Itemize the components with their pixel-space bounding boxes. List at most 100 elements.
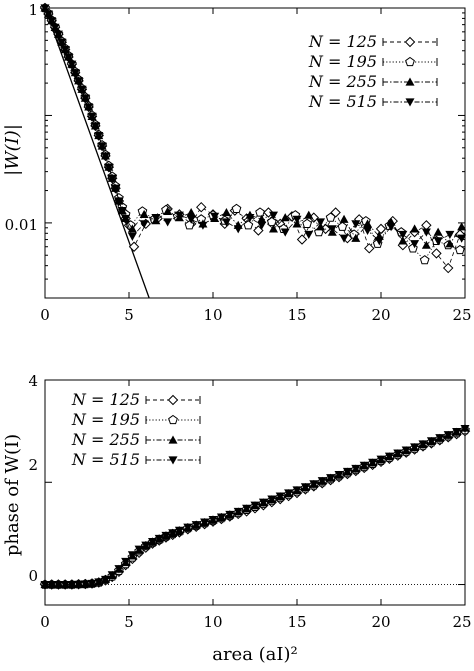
bottom-legend-label-3: N = 515 bbox=[71, 450, 140, 469]
bottom-point-3-0 bbox=[40, 580, 50, 590]
bottom-point-3-1 bbox=[47, 580, 57, 590]
bottom-point-3-36 bbox=[309, 480, 319, 489]
top-point-3-53 bbox=[457, 234, 467, 243]
top-point-3-30 bbox=[186, 215, 196, 224]
bottom-point-3-14 bbox=[134, 545, 144, 554]
bottom-xtick-1: 5 bbox=[124, 613, 134, 631]
top-point-2-43 bbox=[339, 214, 349, 223]
bottom-point-3-23 bbox=[200, 518, 210, 527]
top-point-2-28 bbox=[163, 206, 173, 215]
bottom-xtick-5: 25 bbox=[452, 613, 471, 631]
bottom-point-3-6 bbox=[80, 580, 90, 589]
top-legend-marker-3 bbox=[405, 98, 415, 107]
top-point-2-30 bbox=[186, 207, 196, 217]
bottom-point-3-22 bbox=[191, 521, 201, 530]
bottom-point-3-46 bbox=[393, 449, 403, 458]
panel-top-frame bbox=[44, 7, 466, 299]
top-legend-marker-0 bbox=[404, 36, 416, 48]
top-xtick-3: 15 bbox=[287, 306, 306, 324]
top-ytick-001: 0.01 bbox=[5, 216, 38, 234]
top-point-0-32 bbox=[196, 201, 207, 213]
top-point-3-47 bbox=[386, 223, 396, 232]
bottom-point-3-35 bbox=[300, 483, 310, 492]
bottom-point-3-40 bbox=[342, 467, 352, 477]
bottom-point-3-34 bbox=[292, 486, 302, 495]
bottom-legend-label-1: N = 195 bbox=[71, 410, 140, 429]
bottom-point-3-10 bbox=[107, 571, 117, 580]
top-ytick-1: 1 bbox=[28, 1, 38, 19]
top-point-2-51 bbox=[433, 227, 443, 236]
top-point-0-53 bbox=[431, 248, 442, 259]
top-point-3-25 bbox=[127, 232, 137, 241]
top-point-1-37 bbox=[266, 216, 277, 227]
bottom-point-3-13 bbox=[127, 551, 137, 560]
panel-bottom: phase of W(I) 0 5 10 15 20 25 0 2 4 area… bbox=[2, 372, 472, 665]
top-point-0-26 bbox=[128, 241, 140, 252]
bottom-ytick-2: 2 bbox=[28, 456, 38, 474]
top-point-3-23 bbox=[117, 207, 127, 216]
bottom-point-3-5 bbox=[74, 580, 84, 589]
top-point-1-53 bbox=[455, 244, 465, 255]
top-point-3-10 bbox=[74, 77, 84, 86]
bottom-point-3-8 bbox=[94, 578, 104, 587]
bottom-point-3-47 bbox=[401, 446, 411, 455]
top-point-3-43 bbox=[339, 234, 349, 243]
top-xtick-1: 5 bbox=[124, 306, 134, 324]
top-point-2-44 bbox=[351, 233, 361, 242]
bottom-point-3-15 bbox=[141, 541, 151, 550]
top-point-3-35 bbox=[245, 214, 255, 223]
top-series-line-2 bbox=[44, 7, 462, 246]
top-series-line-1 bbox=[44, 7, 461, 261]
top-point-3-49 bbox=[410, 240, 420, 249]
top-point-0-54 bbox=[442, 262, 454, 274]
top-point-3-51 bbox=[433, 237, 443, 246]
bottom-legend-label-2: N = 255 bbox=[71, 430, 140, 449]
top-point-3-39 bbox=[292, 215, 302, 224]
top-point-3-8 bbox=[67, 60, 77, 69]
bottom-point-3-49 bbox=[418, 440, 428, 449]
bottom-point-3-39 bbox=[334, 471, 344, 480]
bottom-point-3-48 bbox=[410, 443, 420, 452]
bottom-ylabel: phase of W(I) bbox=[2, 434, 23, 556]
bottom-point-3-20 bbox=[174, 526, 184, 535]
top-point-3-34 bbox=[233, 225, 243, 234]
top-point-0-52 bbox=[421, 220, 432, 231]
top-point-3-7 bbox=[64, 53, 74, 62]
bottom-point-3-45 bbox=[384, 452, 394, 461]
top-ylabel: |W(I)| bbox=[2, 124, 23, 176]
bottom-xtick-3: 15 bbox=[287, 613, 306, 631]
top-series-line-0 bbox=[44, 7, 461, 269]
bottom-xlabel: area (aI)² bbox=[212, 644, 298, 665]
top-series-line-3 bbox=[44, 7, 462, 245]
top-point-3-20 bbox=[107, 174, 117, 183]
top-point-3-50 bbox=[421, 228, 431, 237]
top-point-0-41 bbox=[296, 234, 308, 245]
bottom-point-3-17 bbox=[154, 534, 164, 544]
bottom-legend-marker-2 bbox=[168, 435, 178, 444]
top-point-3-14 bbox=[87, 112, 97, 121]
top-point-3-41 bbox=[316, 218, 326, 227]
bottom-point-3-41 bbox=[351, 464, 361, 473]
bottom-point-3-18 bbox=[161, 531, 171, 540]
top-fit-line bbox=[44, 7, 150, 299]
top-legend-label-2: N = 255 bbox=[308, 72, 377, 91]
bottom-point-3-53 bbox=[452, 428, 462, 437]
bottom-legend-marker-3 bbox=[168, 456, 178, 465]
top-point-3-4 bbox=[53, 30, 63, 39]
top-legend-marker-1 bbox=[405, 56, 415, 67]
bottom-ytick-0: 0 bbox=[28, 567, 38, 585]
top-point-3-46 bbox=[374, 237, 384, 246]
bottom-point-3-28 bbox=[242, 504, 252, 513]
bottom-ytick-4: 4 bbox=[28, 372, 38, 390]
bottom-point-3-38 bbox=[326, 474, 336, 483]
bottom-point-3-2 bbox=[53, 580, 63, 590]
bottom-xtick-4: 20 bbox=[371, 613, 390, 631]
top-point-3-48 bbox=[398, 230, 408, 239]
top-point-2-38 bbox=[280, 213, 290, 222]
top-point-3-19 bbox=[104, 163, 114, 172]
bottom-point-3-26 bbox=[225, 510, 235, 519]
top-point-3-27 bbox=[151, 214, 161, 223]
bottom-point-3-52 bbox=[443, 431, 453, 440]
top-point-3-37 bbox=[268, 211, 278, 220]
